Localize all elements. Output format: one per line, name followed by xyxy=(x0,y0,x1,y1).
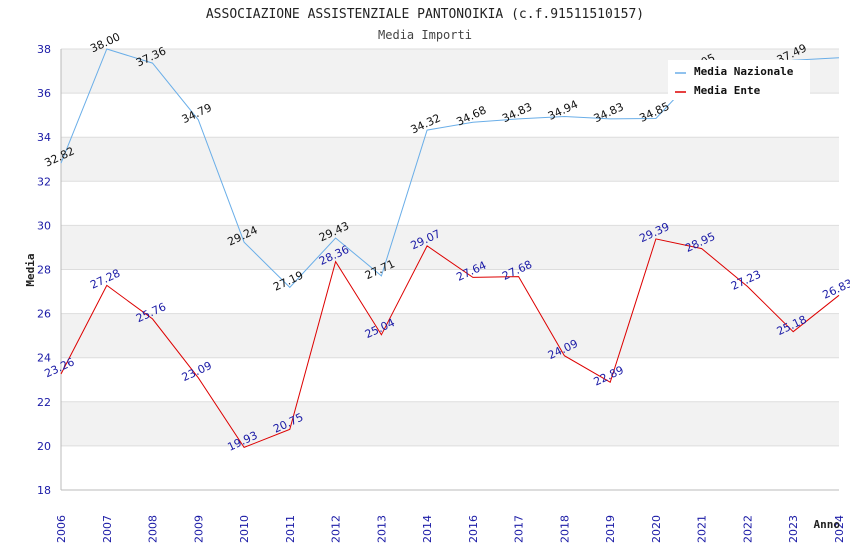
y-tick-labels: 18 20 22 24 26 28 30 32 34 36 38 xyxy=(37,43,51,497)
x-tick-label: 2018 xyxy=(558,515,571,543)
series-line-media-ente xyxy=(60,238,840,449)
plot-band xyxy=(61,401,839,446)
chart-title: ASSOCIAZIONE ASSISTENZIALE PANTONOIKIA (… xyxy=(206,7,644,22)
x-axis-title: Anno xyxy=(814,518,841,531)
plot-band xyxy=(61,269,839,314)
y-tick-label: 26 xyxy=(37,308,51,321)
legend: Media Nazionale Media Ente xyxy=(668,60,810,100)
plot-band xyxy=(61,93,839,138)
x-tick-label: 2008 xyxy=(147,515,160,543)
x-tick-label: 2014 xyxy=(421,515,434,543)
x-tick-label: 2006 xyxy=(55,515,68,543)
plot-band xyxy=(61,181,839,226)
plot-band xyxy=(61,137,839,182)
x-tick-label: 2013 xyxy=(375,515,388,543)
plot-band xyxy=(61,357,839,402)
plot-band xyxy=(61,225,839,270)
x-tick-label: 2019 xyxy=(604,515,617,543)
legend-label-media-nazionale: Media Nazionale xyxy=(694,65,794,78)
y-tick-label: 28 xyxy=(37,264,51,277)
y-tick-label: 32 xyxy=(37,175,51,188)
y-axis-title: Media xyxy=(24,253,37,286)
y-tick-label: 34 xyxy=(37,131,51,144)
x-tick-label: 2017 xyxy=(513,515,526,543)
x-tick-label: 2010 xyxy=(238,515,251,543)
x-tick-label: 2023 xyxy=(787,515,800,543)
x-tick-label: 2012 xyxy=(330,515,343,543)
x-tick-label: 2024 xyxy=(833,515,846,543)
plot-band xyxy=(61,445,839,490)
x-tick-label: 2009 xyxy=(192,515,205,543)
y-tick-label: 22 xyxy=(37,396,51,409)
chart-subtitle: Media Importi xyxy=(378,28,472,42)
y-tick-label: 24 xyxy=(37,352,51,365)
y-tick-label: 36 xyxy=(37,87,51,100)
legend-box xyxy=(668,60,810,100)
y-tick-label: 18 xyxy=(37,484,51,497)
x-tick-label: 2022 xyxy=(741,515,754,543)
plot-bands xyxy=(61,49,839,490)
x-tick-label: 2016 xyxy=(467,515,480,543)
axes xyxy=(60,49,839,491)
x-tick-labels: 2006 2007 2008 2009 2010 2011 2012 2013 2014 2016… xyxy=(55,515,846,543)
x-tick-label: 2011 xyxy=(284,515,297,543)
plot-band xyxy=(61,313,839,358)
y-tick-label: 30 xyxy=(37,219,51,232)
x-tick-label: 2021 xyxy=(696,515,709,543)
x-tick-label: 2007 xyxy=(101,515,114,543)
y-tick-label: 20 xyxy=(37,440,51,453)
x-tick-label: 2020 xyxy=(650,515,663,543)
legend-label-media-ente: Media Ente xyxy=(694,84,761,97)
y-tick-label: 38 xyxy=(37,43,51,56)
